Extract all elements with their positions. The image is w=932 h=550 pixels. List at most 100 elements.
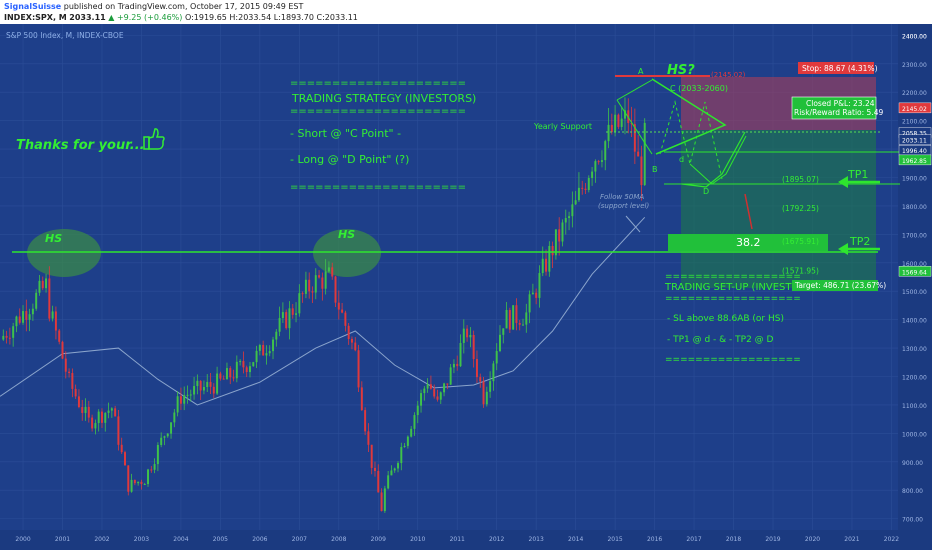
candle-body — [298, 293, 301, 314]
candle-body — [140, 481, 143, 485]
candle-body — [150, 469, 153, 471]
candle-body — [84, 406, 87, 413]
candle-body — [433, 388, 436, 397]
candle-body — [124, 452, 126, 466]
triangle-upper-leg — [616, 79, 653, 101]
candle-body — [127, 465, 130, 492]
triangle-lower-leg — [616, 99, 653, 155]
candle-body — [265, 353, 268, 356]
candle-body — [295, 313, 298, 315]
setup-sep-bottom: ================== — [665, 355, 801, 365]
candle-body — [390, 470, 393, 476]
point-a-label: A — [638, 67, 644, 76]
y-tick-label: 1900.00 — [902, 176, 927, 183]
x-tick-label: 2013 — [529, 536, 544, 543]
hs-question-label: HS? — [667, 63, 695, 78]
candle-body — [107, 410, 110, 413]
candle-body — [74, 388, 77, 397]
candle-body — [512, 305, 515, 330]
candle-body — [495, 351, 498, 364]
candle-body — [100, 411, 103, 423]
candle-body — [604, 141, 607, 161]
candle-body — [97, 411, 100, 424]
chart-header: SignalSuisse published on TradingView.co… — [0, 0, 932, 24]
candle-body — [209, 381, 212, 387]
candle-body — [607, 124, 610, 142]
strategy-title: TRADING STRATEGY (INVESTORS) — [291, 92, 476, 105]
candle-body — [587, 178, 590, 191]
candle-body — [551, 246, 554, 256]
candle-body — [5, 335, 8, 338]
candle-body — [459, 342, 462, 367]
candle-body — [577, 187, 580, 201]
x-tick-label: 2018 — [726, 536, 741, 543]
price-chart[interactable]: 700.00 800.00 900.00 1000.00 1100.00 1200.00 1… — [0, 24, 932, 550]
x-tick-label: 2005 — [213, 536, 228, 543]
x-tick-label: 2014 — [568, 536, 583, 543]
candle-body — [170, 422, 173, 434]
candle-body — [212, 386, 215, 394]
candle-body — [255, 350, 258, 363]
candle-body — [321, 277, 324, 289]
price-tag-text: 2033.11 — [902, 138, 927, 145]
strategy-sep-bottom: ===================== — [290, 182, 466, 193]
x-tick-label: 2017 — [686, 536, 701, 543]
price-tag-box — [898, 134, 932, 145]
x-axis-ticks: 1999200020012002200320042005200620072008… — [15, 536, 899, 543]
strategy-sep-mid: ===================== — [290, 106, 466, 117]
candle-body — [160, 437, 163, 446]
x-tick-label: 2019 — [765, 536, 780, 543]
candle-body — [479, 377, 482, 382]
candle-body — [137, 481, 140, 484]
candle-body — [429, 384, 432, 389]
candle-body — [387, 475, 390, 489]
tp1-label: TP1 — [847, 168, 868, 181]
candle-body — [38, 280, 41, 293]
ohlc-values: O:1919.65 H:2033.54 L:1893.70 C:2033.11 — [184, 13, 358, 22]
setup-line-2: - TP1 @ d - & - TP2 @ D — [667, 335, 774, 345]
time-axis — [0, 530, 932, 550]
published-text: published on TradingView.com, October 17… — [63, 2, 304, 11]
candle-body — [426, 384, 429, 389]
point-d-small-label: d — [679, 155, 684, 164]
candle-body — [350, 338, 353, 343]
pnl-box — [791, 96, 877, 120]
candle-body — [538, 273, 541, 298]
candle-body — [242, 361, 245, 368]
candle-body — [232, 377, 235, 379]
candle-body — [18, 316, 21, 323]
projected-path-dashed — [659, 100, 723, 180]
candle-body — [541, 258, 544, 274]
candle-body — [498, 334, 501, 352]
candle-body — [252, 362, 255, 367]
follow-sma-label: Follow 50MA — [600, 193, 644, 201]
candle-body — [314, 275, 317, 293]
y-tick-label: 1500.00 — [902, 289, 927, 296]
candle-body — [374, 467, 376, 472]
x-tick-label: 2009 — [371, 536, 386, 543]
price-tag-box — [898, 266, 932, 277]
candle-body — [268, 351, 271, 354]
tp2-arrow-head — [838, 243, 848, 255]
candle-body — [443, 383, 446, 393]
x-tick-label: 2002 — [94, 536, 109, 543]
candle-body — [614, 114, 617, 132]
candle-body — [153, 464, 156, 470]
tp2-label: TP2 — [849, 235, 870, 248]
candle-body — [462, 328, 465, 343]
candle-body — [301, 293, 304, 295]
candle-body — [558, 229, 561, 242]
setup-sep-top: ================== — [665, 272, 801, 282]
level-label: (1571.95) — [782, 267, 819, 276]
candle-body — [574, 200, 577, 205]
setup-sep-mid: ================== — [665, 294, 801, 304]
candle-body — [334, 276, 337, 303]
strategy-block: ===================== TRADING STRATEGY (… — [290, 78, 476, 193]
candle-body — [166, 433, 169, 437]
projected-path-left — [689, 135, 747, 185]
strategy-line-1: - Short @ "C Point" - — [290, 127, 401, 140]
publisher-name[interactable]: SignalSuisse — [4, 2, 62, 11]
strategy-sep-top: ===================== — [290, 78, 466, 89]
candle-body — [311, 291, 314, 293]
x-tick-label: 2022 — [884, 536, 899, 543]
